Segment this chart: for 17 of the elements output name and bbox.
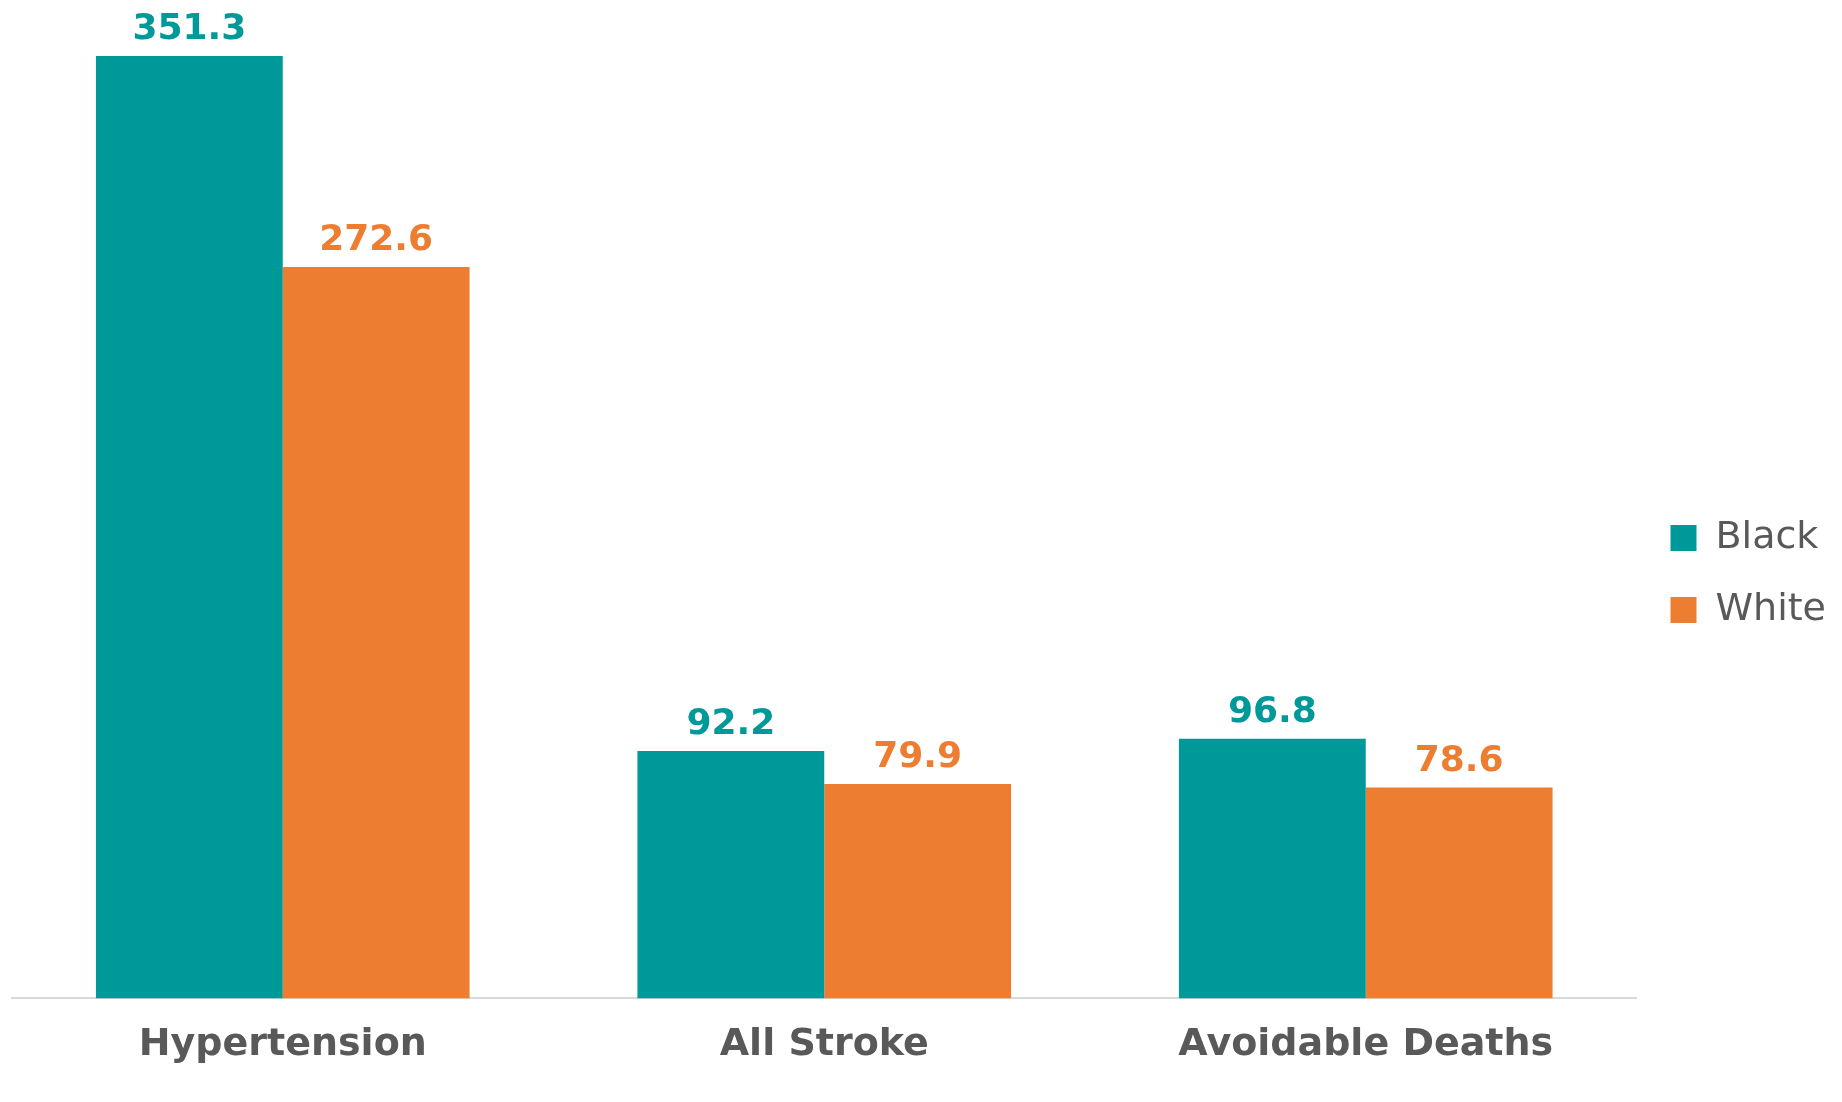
bar <box>1365 787 1553 999</box>
x-tick-label: Hypertension <box>138 1020 427 1065</box>
legend-label: Black <box>1715 512 1819 557</box>
x-tick-label: All Stroke <box>719 1020 929 1065</box>
data-label: 96.8 <box>1227 689 1317 731</box>
data-label: 351.3 <box>132 6 247 48</box>
legend-label: White <box>1715 584 1827 629</box>
data-label: 79.9 <box>873 734 963 776</box>
bar <box>95 56 283 999</box>
bar <box>282 267 470 999</box>
bar <box>1178 738 1366 999</box>
bar <box>637 751 825 999</box>
data-label: 272.6 <box>319 217 434 259</box>
data-label: 78.6 <box>1414 737 1504 779</box>
bar <box>824 784 1012 999</box>
data-label: 92.2 <box>686 701 776 743</box>
x-tick-label: Avoidable Deaths <box>1178 1020 1554 1065</box>
